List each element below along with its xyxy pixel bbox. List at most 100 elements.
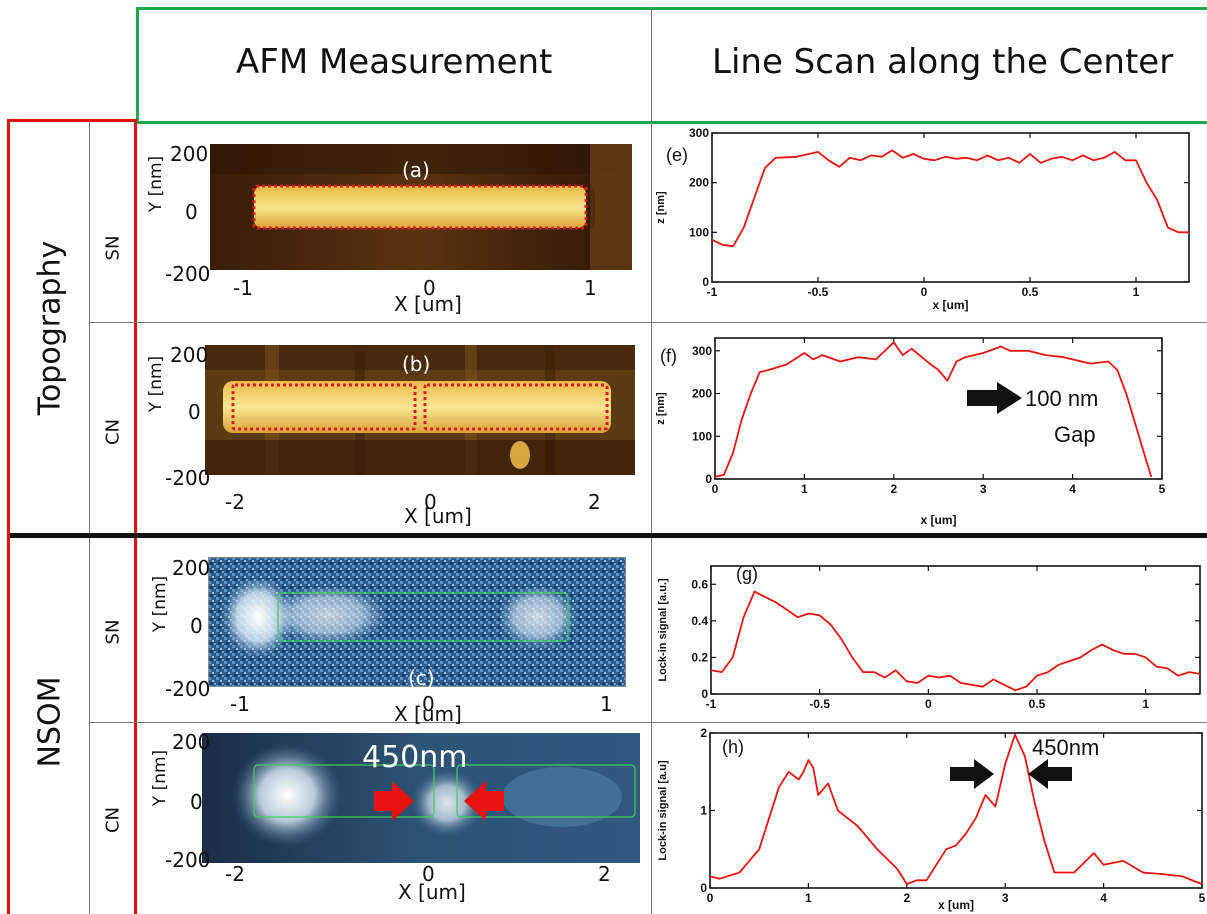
series-line bbox=[711, 149, 1189, 248]
header-frame-left bbox=[136, 7, 139, 124]
afm-c-ytick: 200 bbox=[172, 556, 211, 580]
axes-box bbox=[714, 337, 1163, 480]
row-frame-top bbox=[7, 119, 137, 122]
y-tick-label: 0.4 bbox=[691, 614, 708, 628]
x-tick-label: 0 bbox=[925, 697, 932, 711]
gap-annotation-line2: Gap bbox=[1054, 422, 1096, 447]
sub-divider bbox=[89, 122, 90, 914]
afm-image-b bbox=[205, 345, 635, 475]
y-tick-label: 300 bbox=[692, 344, 712, 358]
y-tick-label: 1 bbox=[700, 804, 707, 818]
afm-c-ytick: 0 bbox=[190, 614, 203, 638]
nsom-d-annotation: 450nm bbox=[362, 740, 468, 775]
afm-d-ytick: -200 bbox=[165, 848, 211, 872]
y-tick-label: 0 bbox=[701, 687, 708, 701]
afm-a-ytick: 200 bbox=[170, 142, 209, 166]
afm-b-xlabel: X [um] bbox=[404, 504, 472, 528]
axes-box bbox=[711, 132, 1190, 283]
afm-b-xtick: 2 bbox=[588, 490, 601, 514]
x-axis-label: x [um] bbox=[933, 298, 969, 312]
afm-a-xtick: 0 bbox=[423, 276, 436, 300]
afm-b-ylabel: Y [nm] bbox=[146, 355, 166, 413]
afm-a-ytick: 0 bbox=[185, 200, 198, 224]
header-line-scan: Line Scan along the Center bbox=[712, 42, 1174, 82]
x-tick-label: -0.5 bbox=[808, 285, 829, 299]
x-tick-label: 5 bbox=[1199, 891, 1206, 905]
sublabel-sn-top: SN bbox=[102, 235, 124, 261]
header-frame-bottom bbox=[136, 121, 1207, 124]
afm-b-xtick: 0 bbox=[424, 490, 437, 514]
y-tick-label: 300 bbox=[689, 126, 709, 140]
nsom-image-d bbox=[202, 733, 640, 863]
x-tick-label: 3 bbox=[980, 482, 987, 496]
afm-d-xlabel: X [um] bbox=[398, 880, 466, 904]
x-tick-label: 1 bbox=[801, 482, 808, 496]
afm-b-ytick: -200 bbox=[165, 466, 211, 490]
afm-a-xtick: 1 bbox=[584, 276, 597, 300]
y-tick-label: 100 bbox=[689, 225, 709, 239]
panel-label-d: (d) bbox=[403, 862, 432, 886]
sublabel-sn-bottom: SN bbox=[102, 619, 124, 645]
afm-d-ytick: 0 bbox=[190, 790, 203, 814]
x-tick-label: -1 bbox=[707, 285, 718, 299]
series-line bbox=[709, 733, 1203, 886]
x-tick-label: -0.5 bbox=[809, 697, 830, 711]
afm-c-xtick: 0 bbox=[422, 692, 435, 716]
arrow-right-icon bbox=[950, 759, 994, 789]
y-tick-label: 200 bbox=[689, 176, 709, 190]
x-tick-label: 0.5 bbox=[1029, 697, 1046, 711]
afm-d-ylabel: Y [nm] bbox=[150, 749, 170, 807]
panel-label-a: (a) bbox=[402, 158, 430, 182]
axes-box bbox=[710, 565, 1201, 695]
panel-label: (g) bbox=[736, 564, 758, 584]
y-tick-label: 200 bbox=[692, 387, 712, 401]
width-annotation: 450nm bbox=[1032, 735, 1099, 760]
y-tick-label: 0 bbox=[700, 881, 707, 895]
panel-label: (e) bbox=[666, 145, 688, 165]
afm-d-xtick: 2 bbox=[598, 862, 611, 886]
x-tick-label: 1 bbox=[1142, 697, 1149, 711]
panel-label: (h) bbox=[722, 737, 744, 757]
afm-a-ytick: -200 bbox=[165, 262, 211, 286]
x-tick-label: 2 bbox=[903, 891, 910, 905]
row-label-nsom: NSOM bbox=[32, 676, 68, 768]
afm-b-ytick: 0 bbox=[188, 400, 201, 424]
x-tick-label: 2 bbox=[890, 482, 897, 496]
y-axis-label: Lock-in signal [a.u.] bbox=[657, 578, 669, 682]
x-tick-label: 4 bbox=[1069, 482, 1076, 496]
afm-b-xtick: -2 bbox=[225, 490, 245, 514]
afm-a-xlabel: X [um] bbox=[394, 292, 462, 316]
y-tick-label: 0.2 bbox=[691, 650, 708, 664]
row-line-3 bbox=[89, 722, 1207, 723]
afm-image-a bbox=[210, 144, 632, 270]
panel-label-c: (c) bbox=[408, 666, 435, 690]
x-tick-label: 1 bbox=[805, 891, 812, 905]
afm-c-ytick: -200 bbox=[165, 677, 211, 701]
x-tick-label: 1 bbox=[1133, 285, 1140, 299]
y-axis-label: z [nm] bbox=[655, 191, 667, 224]
arrow-right-icon bbox=[967, 382, 1022, 414]
y-tick-label: 100 bbox=[692, 429, 712, 443]
header-afm: AFM Measurement bbox=[236, 42, 553, 82]
x-tick-label: 5 bbox=[1159, 482, 1166, 496]
panel-label: (f) bbox=[660, 346, 677, 366]
nsom-image-c bbox=[208, 557, 626, 687]
x-tick-label: 0 bbox=[707, 891, 714, 905]
x-tick-label: 0.5 bbox=[1022, 285, 1039, 299]
row-line-1 bbox=[89, 322, 1207, 323]
y-tick-label: 2 bbox=[700, 726, 707, 740]
afm-d-ytick: 200 bbox=[172, 730, 211, 754]
row-frame-right bbox=[134, 119, 137, 914]
x-tick-label: 0 bbox=[921, 285, 928, 299]
y-tick-label: 0 bbox=[705, 472, 712, 486]
row-line-2 bbox=[10, 533, 1207, 538]
row-label-topography: Topography bbox=[32, 240, 68, 416]
afm-c-xlabel: X [um] bbox=[394, 702, 462, 726]
line-chart-e: -1 -0.5 0 0.5 1 0 100 200 300(e) x [um] z [nm] bbox=[655, 126, 1190, 312]
line-chart-f: 0 1 2 3 4 5 0 100 200 300 (f) x [um] z [nm] 100 nm Gap bbox=[655, 337, 1166, 527]
panel-label-b: (b) bbox=[402, 352, 431, 376]
x-axis-label: x [um] bbox=[921, 513, 957, 527]
afm-d-xtick: 0 bbox=[422, 862, 435, 886]
afm-a-xtick: -1 bbox=[233, 276, 253, 300]
y-tick-label: 0 bbox=[702, 275, 709, 289]
